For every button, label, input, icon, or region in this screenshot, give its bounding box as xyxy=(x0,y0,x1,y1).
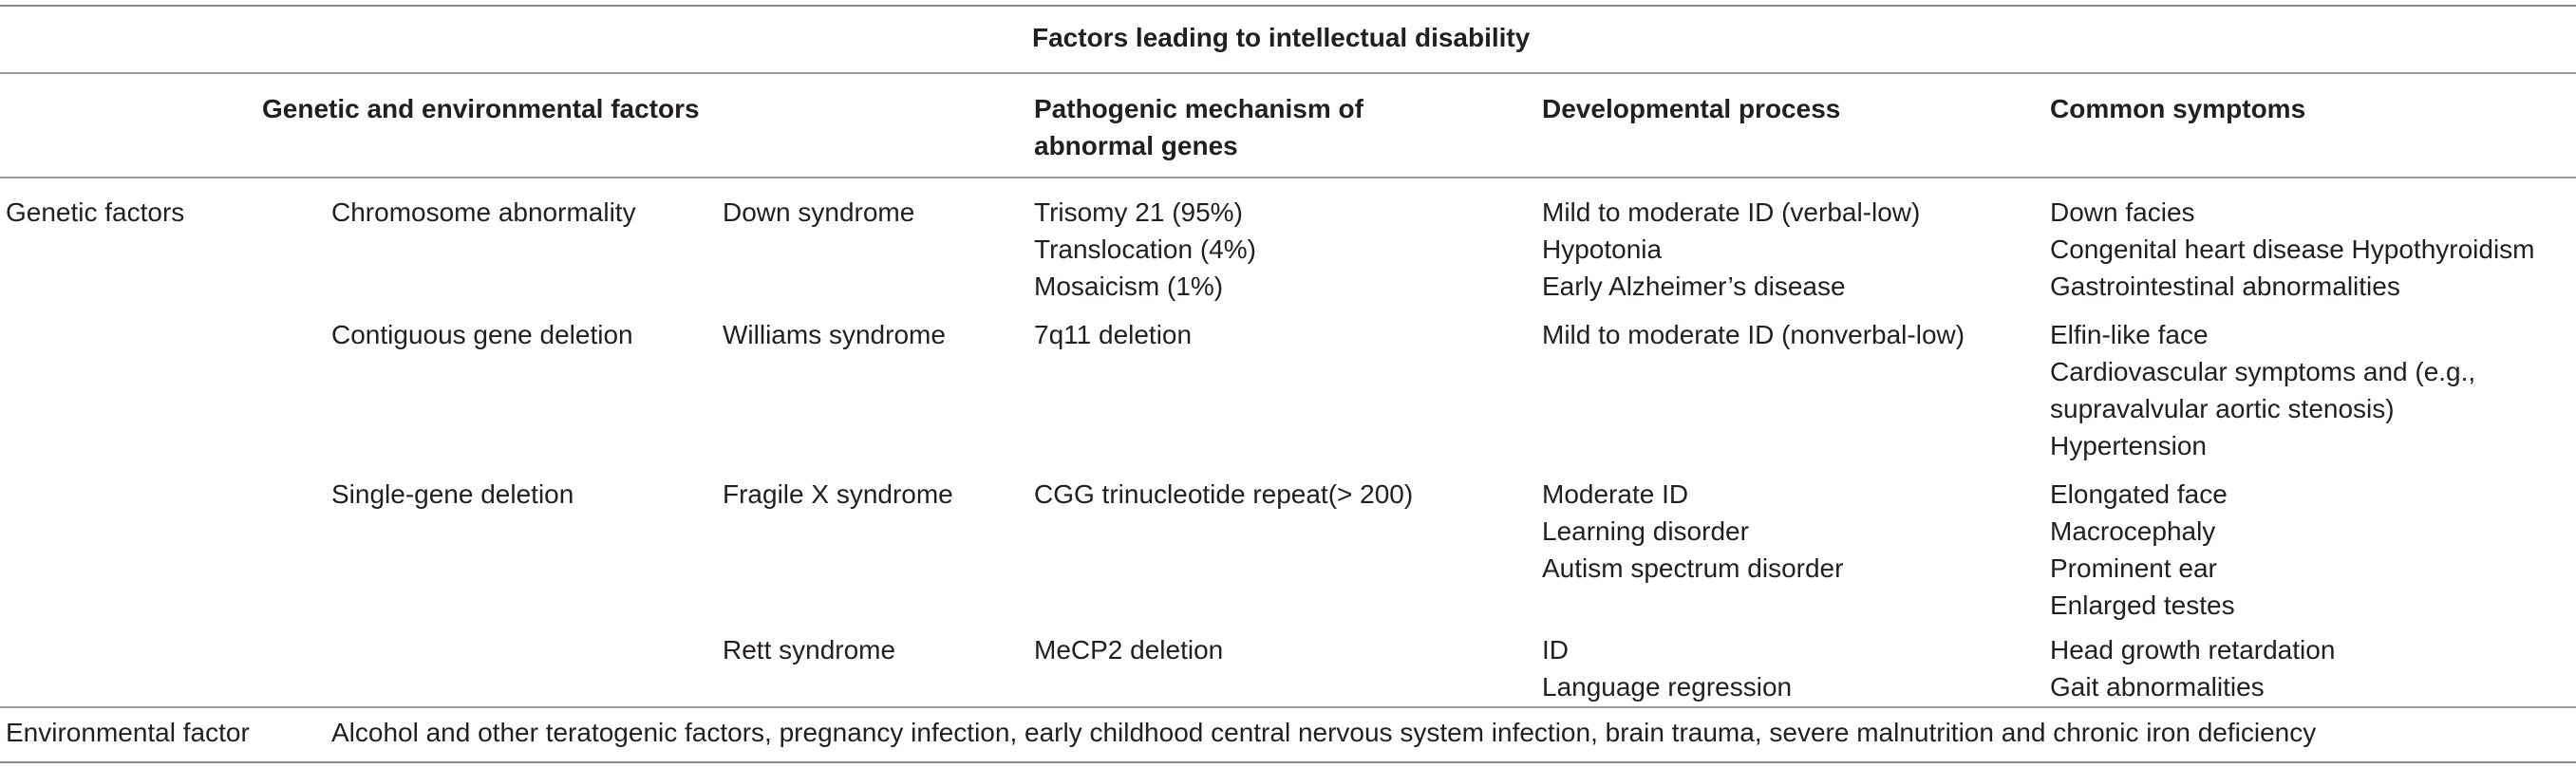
row-process: ID Language regression xyxy=(1542,635,1793,702)
row-symptoms: Head growth retardation Gait abnormaliti… xyxy=(2050,635,2336,702)
row-category: Contiguous gene deletion xyxy=(331,320,633,349)
genetic-section-rule xyxy=(0,706,2576,708)
row-mechanism: Trisomy 21 (95%) Translocation (4%) Mosa… xyxy=(1034,197,1256,301)
row-category: Chromosome abnormality xyxy=(331,197,636,227)
row-symptoms: Elfin-like face Cardiovascular symptoms … xyxy=(2050,320,2476,460)
environmental-factor-text: Alcohol and other teratogenic factors, p… xyxy=(331,718,2317,747)
row-process: Moderate ID Learning disorder Autism spe… xyxy=(1542,479,1844,583)
table-title: Factors leading to intellectual disabili… xyxy=(1032,23,1531,52)
top-rule xyxy=(0,5,2576,7)
row-mechanism: MeCP2 deletion xyxy=(1034,635,1224,665)
row-disease: Fragile X syndrome xyxy=(723,479,953,509)
row-process: Mild to moderate ID (nonverbal-low) xyxy=(1542,320,1965,349)
row-category: Single-gene deletion xyxy=(331,479,574,509)
row-disease: Down syndrome xyxy=(723,197,915,227)
genetic-factors-label: Genetic factors xyxy=(6,197,185,227)
row-disease: Williams syndrome xyxy=(723,320,946,349)
row-process: Mild to moderate ID (verbal-low) Hypoton… xyxy=(1542,197,1921,301)
row-mechanism: 7q11 deletion xyxy=(1034,320,1193,349)
row-disease: Rett syndrome xyxy=(723,635,896,665)
header-rule xyxy=(0,177,2576,178)
row-symptoms: Down facies Congenital heart disease Hyp… xyxy=(2050,197,2535,301)
bottom-rule xyxy=(0,761,2576,763)
title-rule xyxy=(0,72,2576,74)
header-process: Developmental process xyxy=(1542,94,1841,123)
header-symptoms: Common symptoms xyxy=(2050,94,2306,123)
header-mechanism: Pathogenic mechanism of abnormal genes xyxy=(1034,94,1363,160)
row-symptoms: Elongated face Macrocephaly Prominent ea… xyxy=(2050,479,2235,620)
header-factors: Genetic and environmental factors xyxy=(262,94,700,123)
row-mechanism: CGG trinucleotide repeat(> 200) xyxy=(1034,479,1414,509)
environmental-factor-label: Environmental factor xyxy=(6,718,250,747)
